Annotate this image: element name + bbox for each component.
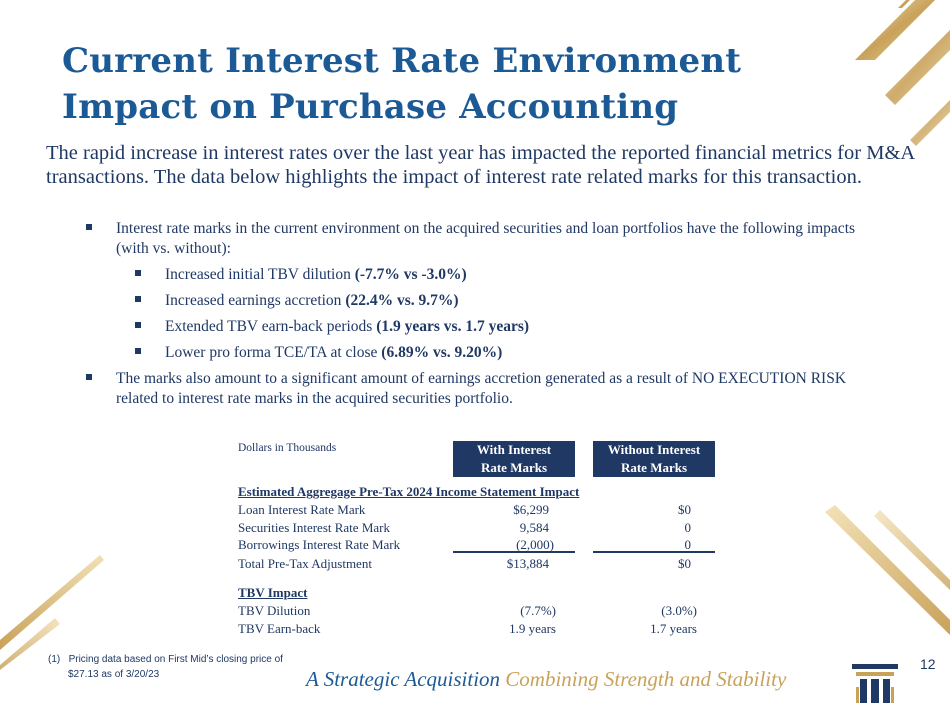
tagline-part-2: Combining Strength and Stability [505, 667, 787, 691]
bullet-square-icon [86, 374, 92, 380]
decor-stripes-bottom-right [825, 505, 950, 635]
section-heading-tbv-impact: TBV Impact [238, 585, 308, 600]
table-cell-with: 1.9 years [509, 621, 556, 636]
table-row-label: TBV Earn-back [238, 621, 321, 636]
table-cell-with: $6,299 [513, 502, 549, 517]
table-units-label: Dollars in Thousands [238, 442, 337, 454]
sub-bullet-item: Lower pro forma TCE/TA at close (6.89% v… [135, 343, 886, 363]
bullet-square-icon [86, 224, 92, 230]
column-header-with-marks: With Interest Rate Marks [453, 441, 575, 477]
page-title: Current Interest Rate Environment Impact… [62, 38, 741, 130]
bullet-list: Interest rate marks in the current envir… [86, 219, 886, 415]
decor-stripes-top-right [855, 0, 950, 146]
sub-bullet-item: Increased earnings accretion (22.4% vs. … [135, 291, 886, 311]
footnote: (1) Pricing data based on First Mid’s cl… [48, 654, 283, 680]
bullet-square-icon [135, 348, 141, 354]
tagline: A Strategic Acquisition Combining Streng… [306, 667, 786, 692]
table-cell-without: 1.7 years [650, 621, 697, 636]
bank-logo-icon [852, 664, 898, 703]
page-number: 12 [920, 656, 936, 672]
bullet-square-icon [135, 270, 141, 276]
section-heading-income-statement: Estimated Aggregage Pre-Tax 2024 Income … [238, 484, 580, 499]
table-cell-with: 9,584 [519, 520, 549, 535]
table-cell-without: (3.0%) [661, 603, 697, 618]
decor-stripes-bottom-left [0, 555, 104, 670]
sub-bullet-item: Extended TBV earn-back periods (1.9 year… [135, 317, 886, 337]
sub-bullet-item: Increased initial TBV dilution (-7.7% vs… [135, 265, 886, 285]
tagline-part-1: A Strategic Acquisition [306, 667, 501, 691]
bullet-square-icon [135, 296, 141, 302]
table-cell-without: 0 [684, 520, 692, 535]
table-cell-with: (2,000) [516, 537, 554, 552]
footnote-marker: (1) [48, 654, 61, 665]
table-row-total-label: Total Pre-Tax Adjustment [238, 556, 372, 571]
bullet-square-icon [135, 322, 141, 328]
table-row-label: TBV Dilution [238, 603, 311, 618]
title-line-2: Impact on Purchase Accounting [62, 87, 679, 127]
table-cell-without: 0 [684, 537, 692, 552]
table-cell-without: $0 [678, 556, 691, 571]
table-cell-with: (7.7%) [520, 603, 556, 618]
column-header-without-marks: Without Interest Rate Marks [593, 441, 715, 477]
bullet-item: Interest rate marks in the current envir… [86, 219, 886, 259]
table-row-label: Securities Interest Rate Mark [238, 520, 390, 535]
table-cell-with: $13,884 [506, 556, 549, 571]
table-row-label: Borrowings Interest Rate Mark [238, 537, 401, 552]
intro-paragraph: The rapid increase in interest rates ove… [46, 142, 915, 188]
title-line-1: Current Interest Rate Environment [62, 41, 742, 81]
subtotal-rule [453, 551, 575, 553]
bullet-item: The marks also amount to a significant a… [86, 369, 886, 409]
table-row-label: Loan Interest Rate Mark [238, 502, 366, 517]
table-cell-without: $0 [678, 502, 691, 517]
subtotal-rule [593, 551, 715, 553]
